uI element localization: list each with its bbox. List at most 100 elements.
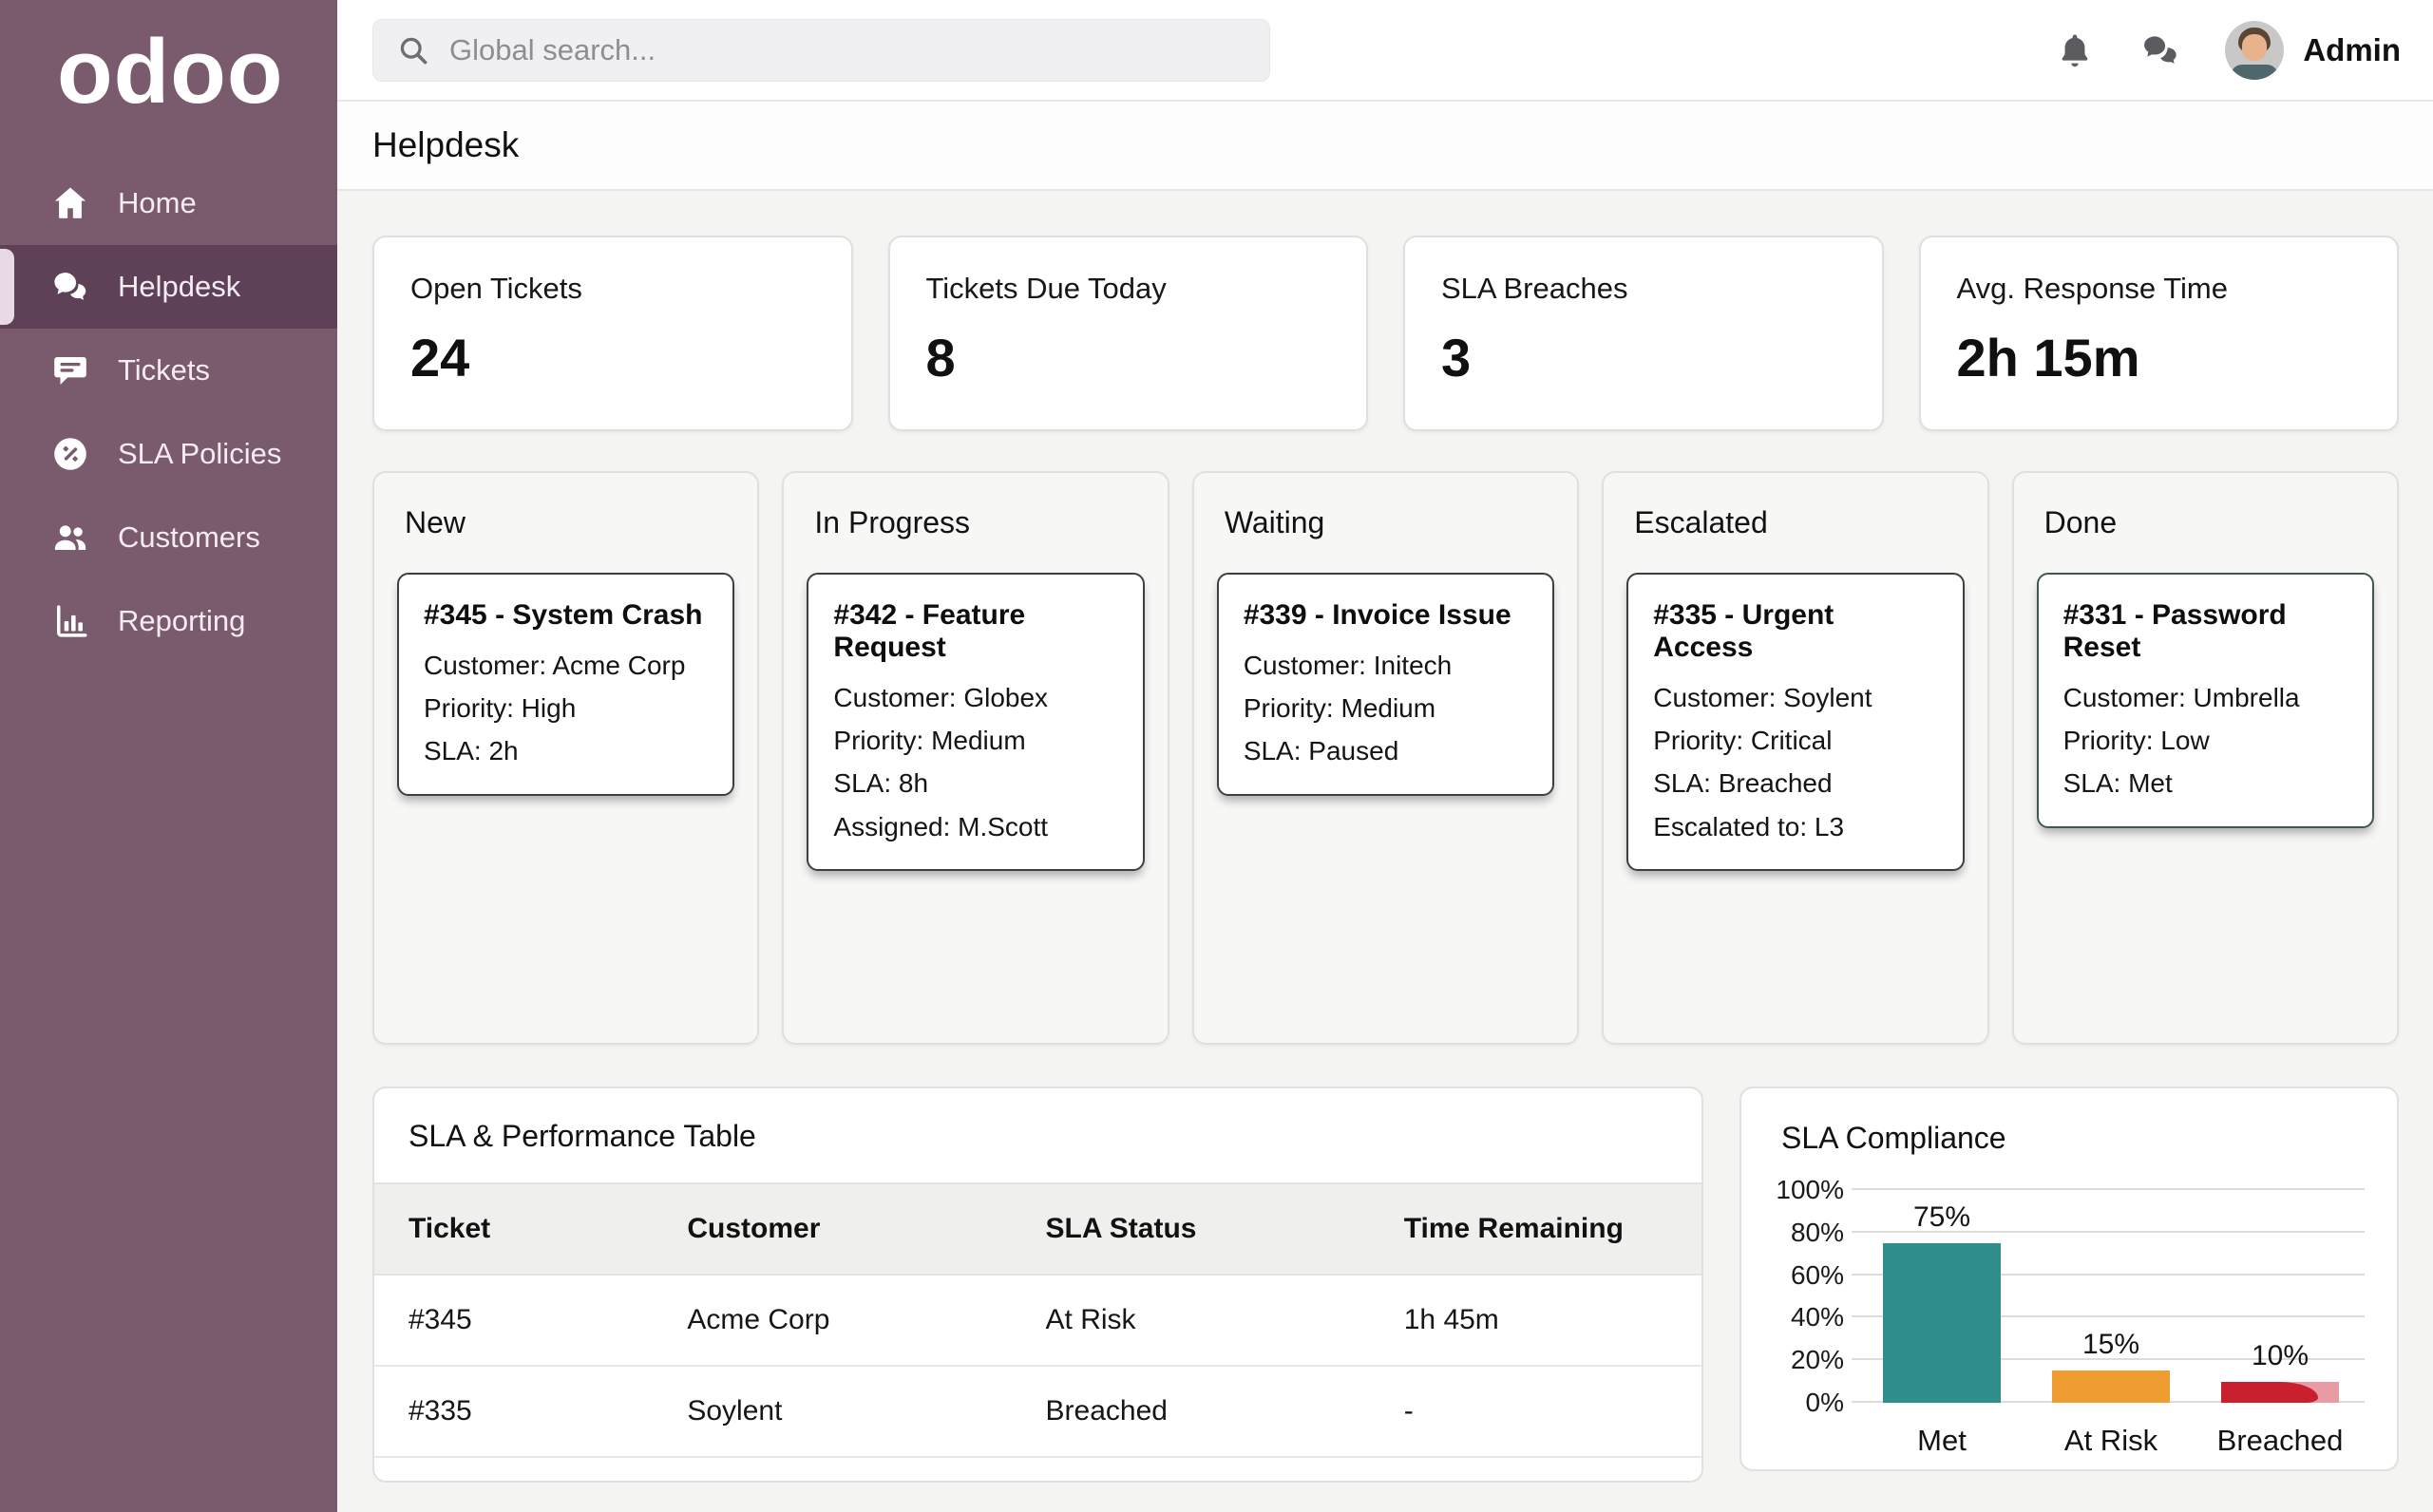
ticket-escalated-to: Escalated to: L3	[1653, 811, 1845, 841]
kanban-board: New #345 - System Crash Customer: Acme C…	[372, 471, 2400, 1045]
kpi-row: Open Tickets 24 Tickets Due Today 8 SLA …	[372, 236, 2399, 431]
y-tick: 0%	[1805, 1388, 1844, 1417]
cell-ticket: #345	[409, 1304, 472, 1335]
sidebar-item-label: Customers	[118, 520, 260, 554]
topbar: Admin	[337, 0, 2433, 102]
column-title: New	[405, 505, 466, 539]
kpi-sla-breaches: SLA Breaches 3	[1403, 236, 1884, 431]
column-title: In Progress	[814, 505, 971, 539]
sidebar-item-label: SLA Policies	[118, 437, 282, 470]
table-header-row: Ticket Customer SLA Status Time Remainin…	[374, 1182, 1701, 1276]
sidebar-item-home[interactable]: Home	[0, 161, 337, 245]
ticket-priority: Priority: Medium	[1243, 693, 1436, 724]
table-row[interactable]: #335 Soylent Breached -	[374, 1367, 1701, 1458]
ticket-sla: SLA: 8h	[833, 768, 929, 799]
ticket-card-339[interactable]: #339 - Invoice Issue Customer: Initech P…	[1216, 573, 1555, 796]
table-row[interactable]: #345 Acme Corp At Risk 1h 45m	[374, 1276, 1701, 1367]
ticket-card-345[interactable]: #345 - System Crash Customer: Acme Corp …	[397, 573, 735, 796]
user-menu[interactable]: Admin	[2225, 20, 2401, 80]
user-name: Admin	[2303, 31, 2401, 67]
content: Open Tickets 24 Tickets Due Today 8 SLA …	[337, 191, 2433, 1512]
ticket-priority: Priority: Low	[2062, 726, 2210, 756]
x-label-at-risk: At Risk	[2063, 1424, 2158, 1457]
chart-plot: 75% 15% 10%	[1852, 1188, 2365, 1403]
ticket-title: #335 - Urgent Access	[1653, 599, 1834, 663]
bar-group-met: 75%	[1857, 1190, 2026, 1403]
sidebar-item-label: Tickets	[118, 353, 211, 387]
y-tick: 40%	[1790, 1302, 1844, 1332]
col-header-customer: Customer	[687, 1213, 821, 1244]
kpi-avg-response-time: Avg. Response Time 2h 15m	[1918, 236, 2399, 431]
cell-time-remaining: 1h 45m	[1403, 1304, 1499, 1335]
bar-breached: 10%	[2221, 1340, 2339, 1403]
breached-bar-accent	[2221, 1381, 2318, 1403]
kpi-label: Open Tickets	[410, 272, 582, 305]
ticket-sla: SLA: Met	[2062, 768, 2173, 799]
bar-value-label: 15%	[2081, 1329, 2140, 1361]
ticket-card-342[interactable]: #342 - Feature Request Customer: Globex …	[807, 573, 1145, 871]
search-input[interactable]	[449, 32, 1246, 67]
kpi-tickets-due-today: Tickets Due Today 8	[887, 236, 1368, 431]
ticket-priority: Priority: Critical	[1653, 726, 1833, 756]
chart-plot-area: 100% 80% 60% 40% 20% 0%	[1770, 1175, 2365, 1417]
column-title: Escalated	[1634, 505, 1768, 539]
bar-chart-icon	[49, 600, 91, 642]
kpi-label: Tickets Due Today	[925, 272, 1167, 305]
bar-group-breached: 10%	[2195, 1190, 2365, 1403]
kanban-column-escalated: Escalated #335 - Urgent Access Customer:…	[1602, 471, 1989, 1045]
cell-sla-status: Breached	[1045, 1395, 1168, 1427]
messages-button[interactable]	[2139, 29, 2181, 71]
sidebar-item-helpdesk[interactable]: Helpdesk	[0, 245, 337, 329]
notifications-button[interactable]	[2054, 29, 2096, 71]
ticket-priority: Priority: High	[424, 693, 577, 724]
y-tick: 80%	[1790, 1217, 1844, 1247]
ticket-sla: SLA: Paused	[1243, 736, 1399, 766]
avatar	[2225, 20, 2285, 80]
ticket-customer: Customer: Soylent	[1653, 683, 1872, 712]
people-icon	[49, 517, 91, 558]
sidebar-item-tickets[interactable]: Tickets	[0, 329, 337, 412]
bell-icon	[2062, 34, 2088, 66]
y-tick: 20%	[1790, 1345, 1844, 1375]
col-header-time-remaining: Time Remaining	[1403, 1213, 1624, 1244]
sidebar-item-label: Reporting	[118, 604, 246, 637]
ticket-customer: Customer: Initech	[1243, 651, 1453, 680]
y-tick: 100%	[1776, 1175, 1844, 1204]
global-search[interactable]	[372, 18, 1270, 82]
cell-ticket: #335	[409, 1395, 472, 1427]
chat-icon	[2144, 35, 2177, 64]
ticket-title: #331 - Password Reset	[2062, 599, 2287, 663]
sidebar-item-label: Home	[118, 186, 197, 219]
kpi-label: SLA Breaches	[1441, 272, 1628, 305]
x-label-breached: Breached	[2216, 1424, 2344, 1457]
sidebar-item-sla-policies[interactable]: SLA Policies	[0, 412, 337, 496]
ticket-sla: SLA: Breached	[1653, 768, 1833, 799]
sidebar-item-reporting[interactable]: Reporting	[0, 579, 337, 663]
gridline	[1852, 1230, 2365, 1233]
home-icon	[49, 182, 91, 224]
kanban-column-done: Done #331 - Password Reset Customer: Umb…	[2011, 471, 2400, 1045]
cell-sla-status: At Risk	[1045, 1304, 1136, 1335]
gridline	[1852, 1188, 2365, 1190]
chart-x-labels: Met At Risk Breached	[1770, 1424, 2365, 1458]
ticket-card-331[interactable]: #331 - Password Reset Customer: Umbrella…	[2036, 573, 2375, 828]
kanban-column-new: New #345 - System Crash Customer: Acme C…	[372, 471, 760, 1045]
bar-value-label: 10%	[2251, 1339, 2309, 1371]
x-label-met: Met	[1917, 1424, 1967, 1457]
odoo-logo[interactable]: odoo	[57, 21, 284, 123]
sla-performance-table-card: SLA & Performance Table Ticket Customer …	[372, 1087, 1703, 1483]
kpi-open-tickets: Open Tickets 24	[372, 236, 853, 431]
search-icon	[400, 37, 428, 64]
kpi-value: 24	[410, 328, 470, 387]
cell-customer: Acme Corp	[687, 1304, 830, 1335]
chart-title: SLA Compliance	[1781, 1121, 2006, 1155]
ticket-bubble-icon	[49, 350, 91, 391]
sidebar-item-customers[interactable]: Customers	[0, 496, 337, 579]
bar-value-label: 75%	[1912, 1201, 1971, 1233]
kpi-label: Avg. Response Time	[1956, 272, 2228, 305]
percent-circle-icon	[49, 433, 91, 475]
column-title: Done	[2043, 505, 2118, 539]
kanban-column-in-progress: In Progress #342 - Feature Request Custo…	[782, 471, 1169, 1045]
ticket-card-335[interactable]: #335 - Urgent Access Customer: Soylent P…	[1626, 573, 1965, 871]
ticket-title: #339 - Invoice Issue	[1243, 599, 1511, 631]
